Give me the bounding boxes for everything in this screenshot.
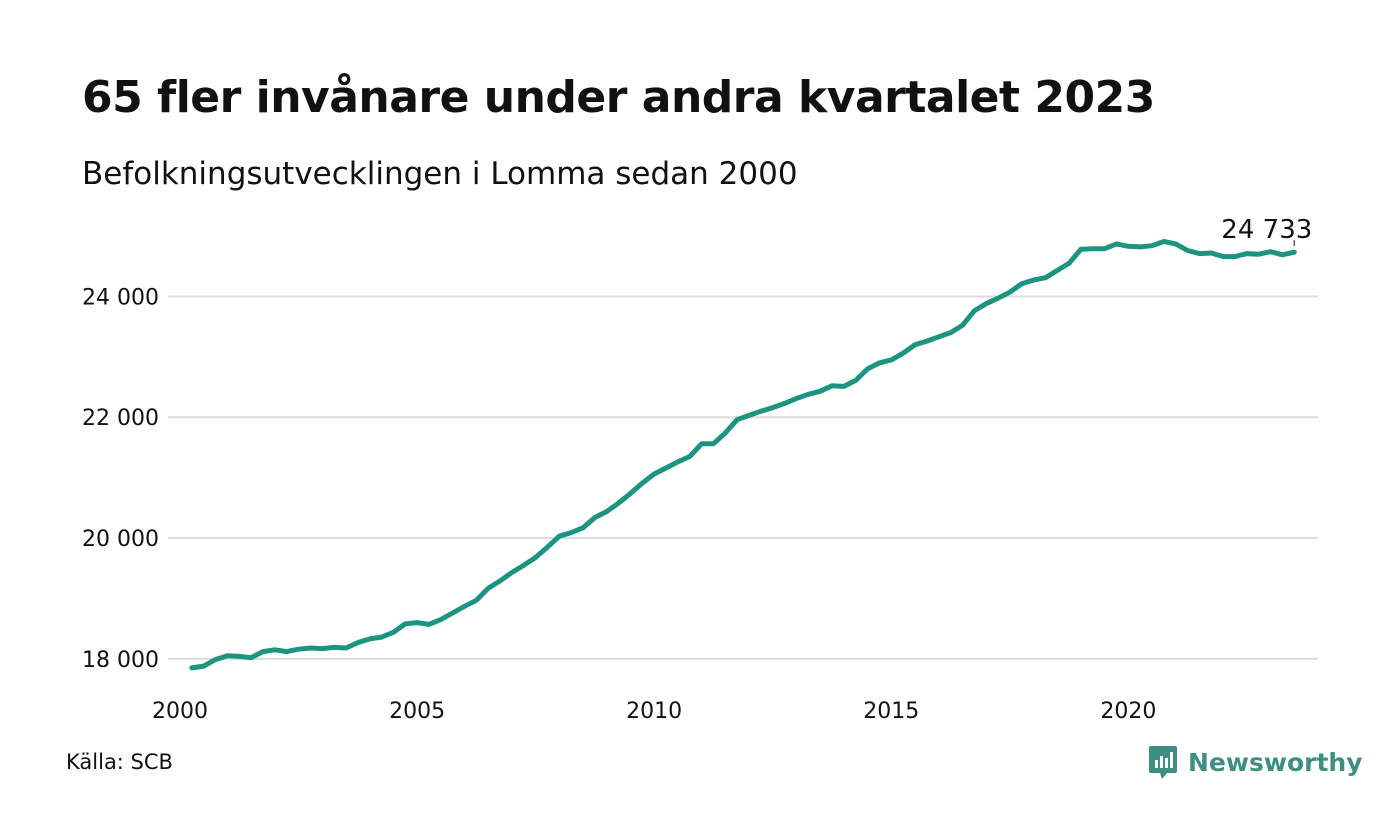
y-tick-label: 18 000 — [82, 648, 159, 673]
x-tick-label: 2010 — [626, 699, 682, 724]
x-tick-label: 2000 — [152, 699, 208, 724]
y-tick-label: 24 000 — [82, 285, 159, 310]
newsworthy-logo-icon — [1149, 746, 1177, 779]
brand-logo[interactable]: Newsworthy — [1148, 744, 1363, 780]
y-axis-labels: 18 000 20 000 22 000 24 000 — [82, 285, 159, 672]
line-chart: 18 000 20 000 22 000 24 000 2000 2005 2010 201… — [82, 215, 1318, 724]
x-tick-label: 2020 — [1100, 699, 1156, 724]
x-axis-labels: 2000 2005 2010 2015 2020 — [152, 699, 1156, 724]
brand-name: Newsworthy — [1188, 747, 1363, 777]
end-value-label: 24 733 — [1221, 215, 1312, 245]
source-note: Källa: SCB — [66, 750, 173, 774]
end-label-layer: 24 733 — [1221, 215, 1312, 247]
x-tick-label: 2005 — [389, 699, 445, 724]
series-line — [189, 239, 1297, 671]
chart-subtitle: Befolkningsutvecklingen i Lomma sedan 20… — [82, 156, 798, 192]
x-tick-label: 2015 — [863, 699, 919, 724]
y-tick-label: 22 000 — [82, 406, 159, 431]
chart-title: 65 fler invånare under andra kvartalet 2… — [82, 72, 1155, 123]
y-tick-label: 20 000 — [82, 527, 159, 552]
grid-lines — [168, 295, 1318, 660]
series-layer — [189, 239, 1297, 671]
